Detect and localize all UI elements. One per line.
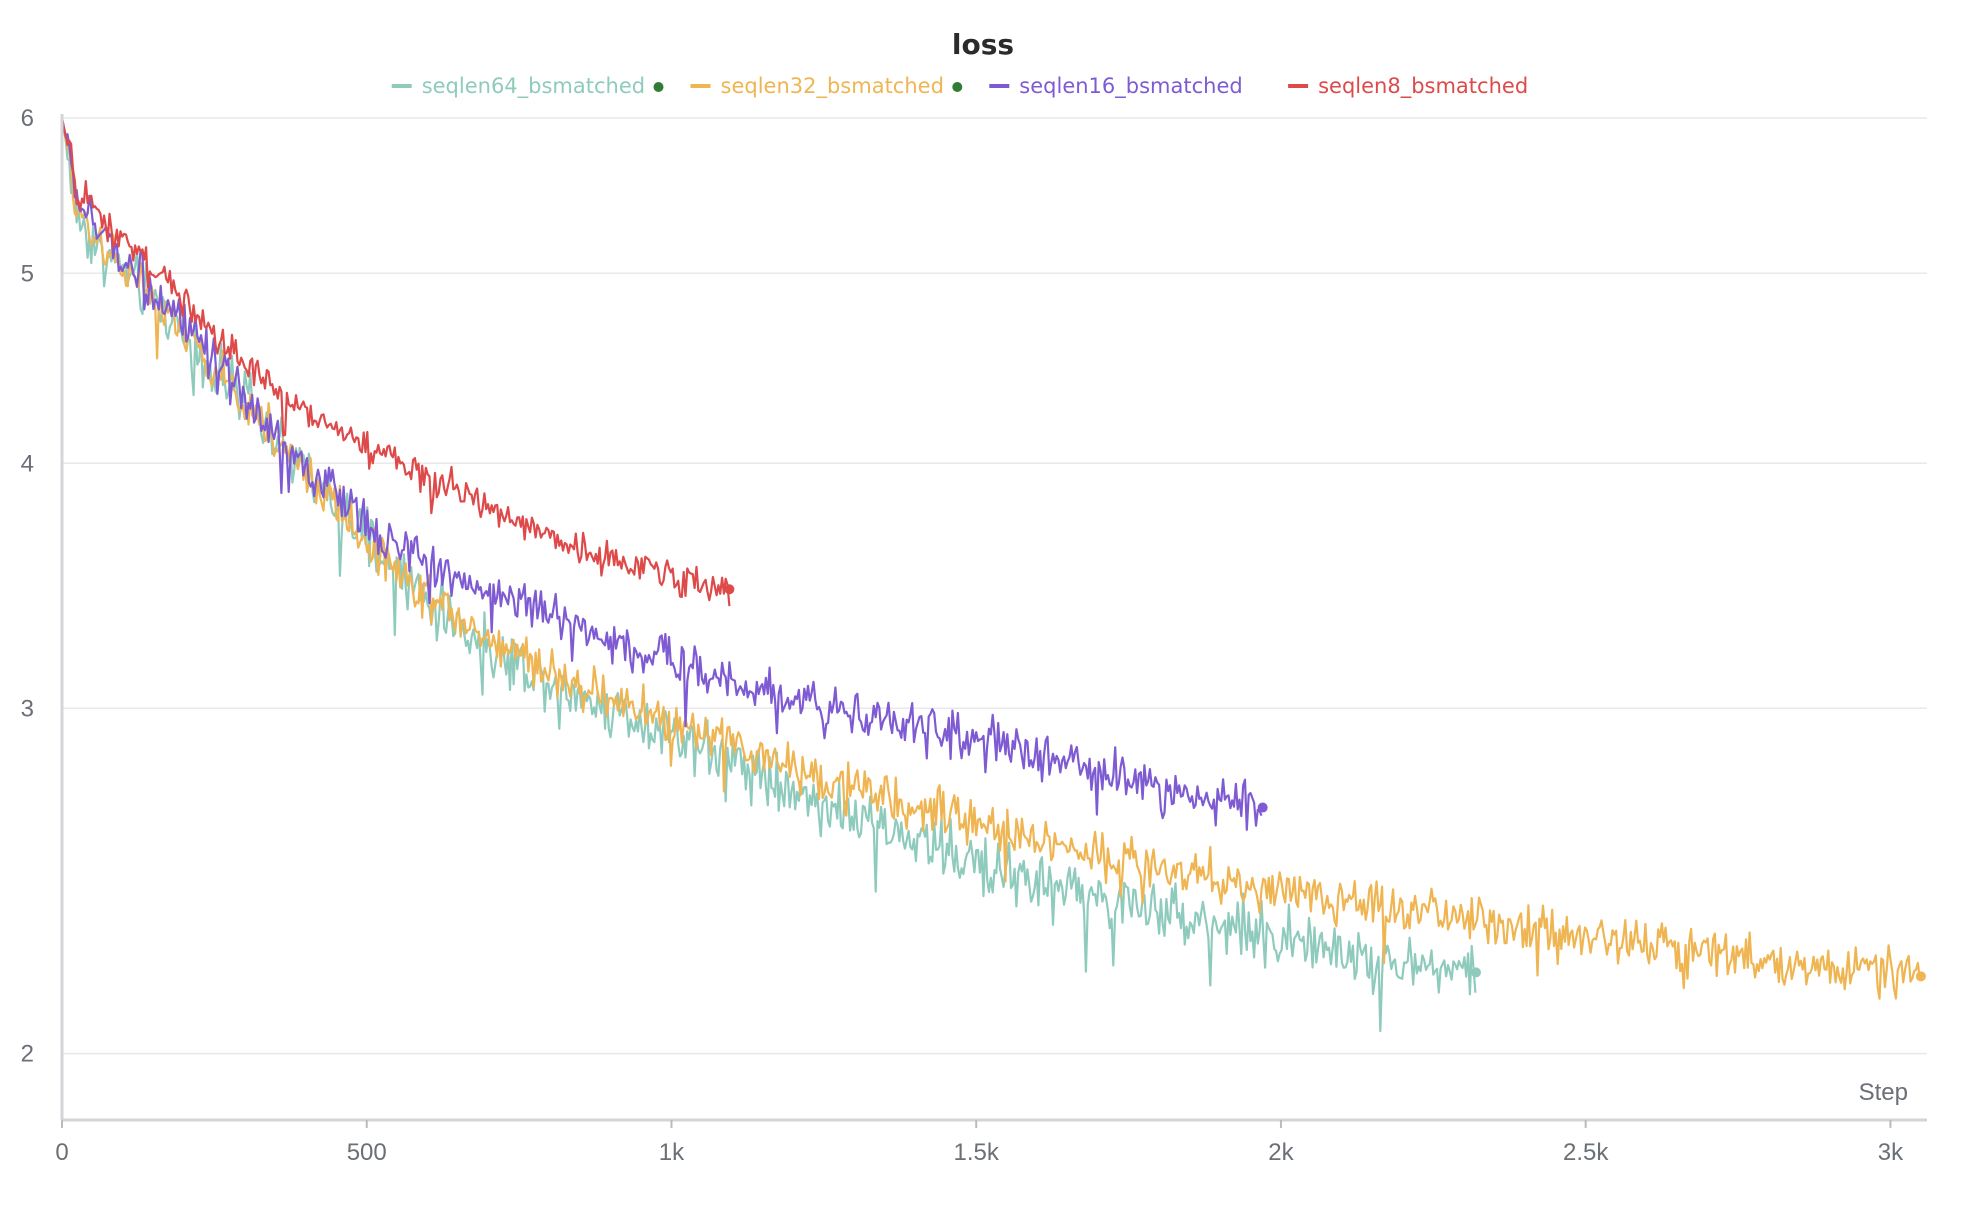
y-tick-label: 5 xyxy=(21,260,34,287)
series-line-seqlen32_bsmatched xyxy=(60,117,1921,1000)
series-end-marker xyxy=(1470,967,1481,978)
x-tick-label: 2k xyxy=(1268,1139,1294,1166)
legend-label: seqlen64_bsmatched xyxy=(422,74,645,99)
x-tick-label: 0 xyxy=(55,1139,68,1166)
y-tick-label: 2 xyxy=(21,1041,34,1068)
series-end-marker xyxy=(1257,802,1268,813)
legend-item[interactable]: seqlen8_bsmatched xyxy=(1288,74,1528,99)
x-tick-label: 500 xyxy=(347,1139,387,1166)
series-lines xyxy=(60,117,1926,1033)
legend-status-dot xyxy=(653,82,664,92)
x-tick-label: 1k xyxy=(659,1139,685,1166)
x-tick-label: 2.5k xyxy=(1563,1139,1609,1166)
y-tick-label: 3 xyxy=(21,695,34,722)
legend-item[interactable]: seqlen64_bsmatched xyxy=(391,74,664,99)
series-line-seqlen64_bsmatched xyxy=(60,117,1477,1033)
legend-label: seqlen32_bsmatched xyxy=(721,74,944,99)
y-tick-label: 4 xyxy=(21,450,34,477)
x-axis-label: Step xyxy=(1859,1079,1908,1106)
chart-title: loss xyxy=(952,28,1014,61)
series-line-seqlen16_bsmatched xyxy=(60,117,1263,831)
y-tick-label: 6 xyxy=(21,105,34,132)
legend-status-dot xyxy=(952,82,963,92)
legend: seqlen64_bsmatched seqlen32_bsmatched seql… xyxy=(391,74,1528,99)
x-tick-label: 3k xyxy=(1878,1139,1904,1166)
series-end-marker xyxy=(724,584,735,595)
grid xyxy=(62,117,1927,1055)
series-end-marker xyxy=(1915,971,1926,982)
legend-label: seqlen8_bsmatched xyxy=(1318,74,1528,99)
x-tick-label: 1.5k xyxy=(954,1139,1000,1166)
series-line-seqlen8_bsmatched xyxy=(60,117,731,607)
legend-label: seqlen16_bsmatched xyxy=(1019,74,1242,99)
legend-item[interactable]: seqlen32_bsmatched xyxy=(690,74,963,99)
axes: 2 3 4 5 6 0 500 1k 1.5k 2k 2.5k 3k xyxy=(21,105,1927,1166)
legend-item[interactable]: seqlen16_bsmatched xyxy=(989,74,1243,99)
